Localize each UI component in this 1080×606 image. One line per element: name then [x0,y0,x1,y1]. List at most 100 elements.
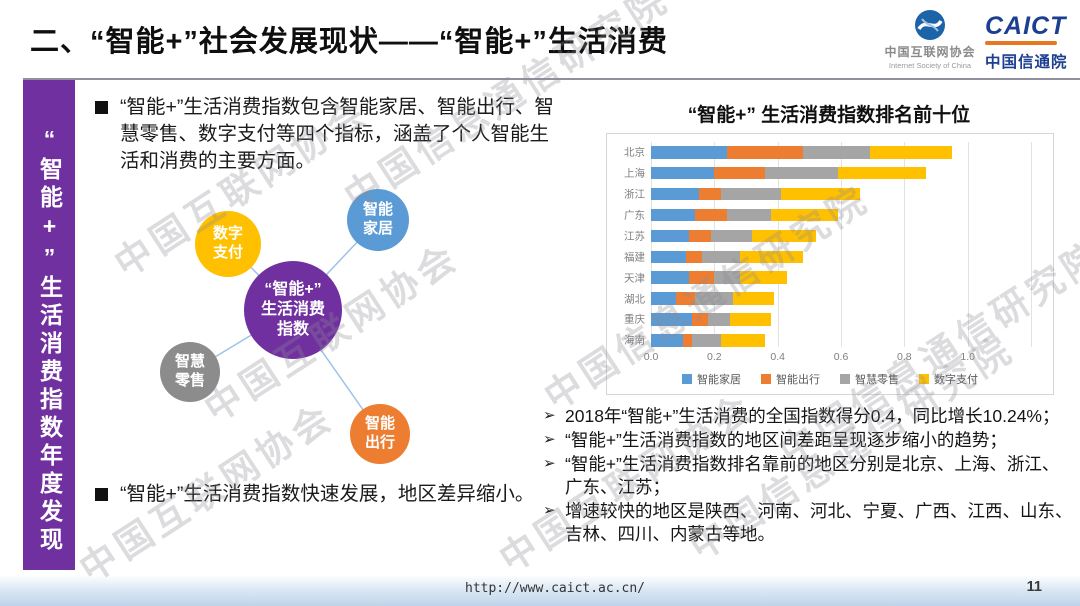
bar-segment-数字支付 [780,187,860,201]
center-node-line2: 生活消费 [260,301,325,318]
bar-segment-数字支付 [752,229,816,243]
legend-item: 智能出行 [761,371,820,387]
axis-tick-label: 0.4 [770,351,785,363]
bar-segment-智能家居 [651,313,693,326]
chart-area: 北京 上海 浙江 广东 江苏 福建 天津 湖北 重庆 海南 0.0 0.2 0.4 0.6 0.8 1.0 … [606,133,1054,395]
bullet-text: “智能+”生活消费指数包含智能家居、智能出行、智慧零售、数字支付等四个指标，涵盖… [120,96,554,172]
category-label: 天津 [624,272,645,285]
arrow-bullet-icon: ➢ [543,502,556,520]
bar-segment-智能家居 [651,146,727,159]
bar-segment-智能出行 [698,187,721,201]
axis-tick-label: 0.8 [897,351,912,363]
bar-segment-智能出行 [695,208,727,222]
isc-logo-name: 中国互联网协会 [884,45,976,59]
center-node-line3: 指数 [276,321,309,338]
legend-item: 数字支付 [919,371,978,387]
caict-logo: CAICT 中国信通院 [985,14,1075,72]
bar-segment-智能出行 [689,271,715,284]
bullet-index-growth: “智能+”生活消费指数快速发展，地区差异缩小。 [95,481,557,508]
bar-segment-数字支付 [720,334,765,347]
bar-segment-智能家居 [651,271,689,284]
bar-segment-智能出行 [714,166,765,180]
arrow-bullet-icon: ➢ [543,431,556,449]
bar-segment-智慧零售 [765,166,838,180]
finding-text: “智能+”生活消费指数的地区间差距呈现逐步缩小的趋势； [565,430,1007,451]
legend-item: 智能家居 [682,371,741,387]
finding-text: 2018年“智能+”生活消费的全国指数得分0.4，同比增长10.24%； [565,406,1060,426]
footer-url-link[interactable]: http://www.caict.ac.cn/ [465,581,646,596]
diagram-node: 智能家居 [347,189,409,251]
arrow-bullet-icon: ➢ [543,407,556,424]
bar-segment-智慧零售 [720,187,781,201]
isc-logo-subtitle: Internet Society of China [888,61,972,70]
bar-segment-智能家居 [651,229,689,243]
diagram-node-label: 数字支付 [212,225,243,261]
category-label: 北京 [624,146,645,159]
legend-label: 智能家居 [697,374,741,386]
category-label: 江苏 [624,230,645,243]
square-bullet-icon [95,101,108,114]
bar-segment-智能家居 [651,292,677,305]
bar-segment-智能出行 [727,146,803,159]
gridline [841,142,842,347]
axis-tick-label: 0.0 [643,351,659,363]
bar-segment-数字支付 [739,271,788,284]
bar-segment-智能家居 [651,334,683,347]
category-label: 湖北 [624,293,645,306]
bar-segment-智能家居 [651,166,715,180]
gridline [714,142,716,347]
diagram-center-node: “智能+” 生活消费 指数 [244,261,342,359]
diagram-node-label: 智慧零售 [174,353,205,389]
bar-segment-数字支付 [739,250,803,263]
arrow-bullet-icon: ➢ [543,455,556,473]
gridline [1031,142,1032,347]
chart-plot [651,142,1032,347]
bar-segment-智慧零售 [803,146,870,159]
bar-segment-智能出行 [692,313,708,326]
sidebar-vertical-label: “智能+”生活消费指数年度发现 [36,126,63,555]
finding-text: 增速较快的地区是陕西、河南、河北、宁夏、广西、江西、山东、吉林、四川、内蒙古等地… [565,501,1073,545]
diagram-node: 智慧零售 [160,342,220,402]
bar-segment-智能家居 [651,187,699,201]
axis-tick-label: 0.6 [833,351,849,363]
gridline [967,142,969,347]
bar-segment-智能出行 [689,229,712,243]
list-item: ➢ “智能+”生活消费指数排名靠前的地区分别是北京、上海、浙江、广东、江苏； [543,453,1075,499]
bar-segment-智慧零售 [695,292,734,305]
isc-globe-icon [915,10,945,40]
category-label: 海南 [624,334,645,347]
gridline [651,142,652,347]
legend-swatch-icon [761,374,771,384]
bar-segment-智能家居 [651,250,686,263]
legend-swatch-icon [682,374,692,384]
gridline [777,142,779,347]
findings-list: ➢ 2018年“智能+”生活消费的全国指数得分0.4，同比增长10.24%； ➢ “智… [543,405,1075,548]
list-item: ➢ 增速较快的地区是陕西、河南、河北、宁夏、广西、江西、山东、吉林、四川、内蒙古等… [543,500,1075,546]
legend-label: 智能出行 [776,374,820,386]
caict-logo-name: 中国信通院 [985,54,1068,71]
chart-title: “智能+” 生活消费指数排名前十位 [687,105,971,126]
bar-segment-数字支付 [730,313,772,326]
category-label: 重庆 [624,313,645,326]
axis-tick-label: 0.2 [707,351,722,363]
gridline [904,142,906,347]
bar-segment-智慧零售 [714,271,740,284]
legend-swatch-icon [919,374,929,384]
bar-segment-智能家居 [651,208,696,222]
diagram-node-label: 智能家居 [362,201,393,237]
chart-legend: 智能家居 智能出行 智慧零售 数字支付 [607,371,1053,387]
bar-segment-智能出行 [685,250,702,263]
category-label: 福建 [624,251,645,264]
axis-tick-label: 1.0 [960,351,975,363]
bar-segment-数字支付 [771,208,838,222]
finding-text: “智能+”生活消费指数排名靠前的地区分别是北京、上海、浙江、广东、江苏； [565,454,1060,498]
bar-segment-智慧零售 [727,208,772,222]
header-divider [23,78,1080,80]
diagram-node: 数字支付 [195,211,261,277]
bar-segment-数字支付 [869,146,952,159]
bar-segment-智慧零售 [701,250,740,263]
sidebar-banner: “智能+”生活消费指数年度发现 [23,80,75,570]
caict-swoosh-icon [985,41,1057,45]
caict-acronym: CAICT [985,12,1067,40]
